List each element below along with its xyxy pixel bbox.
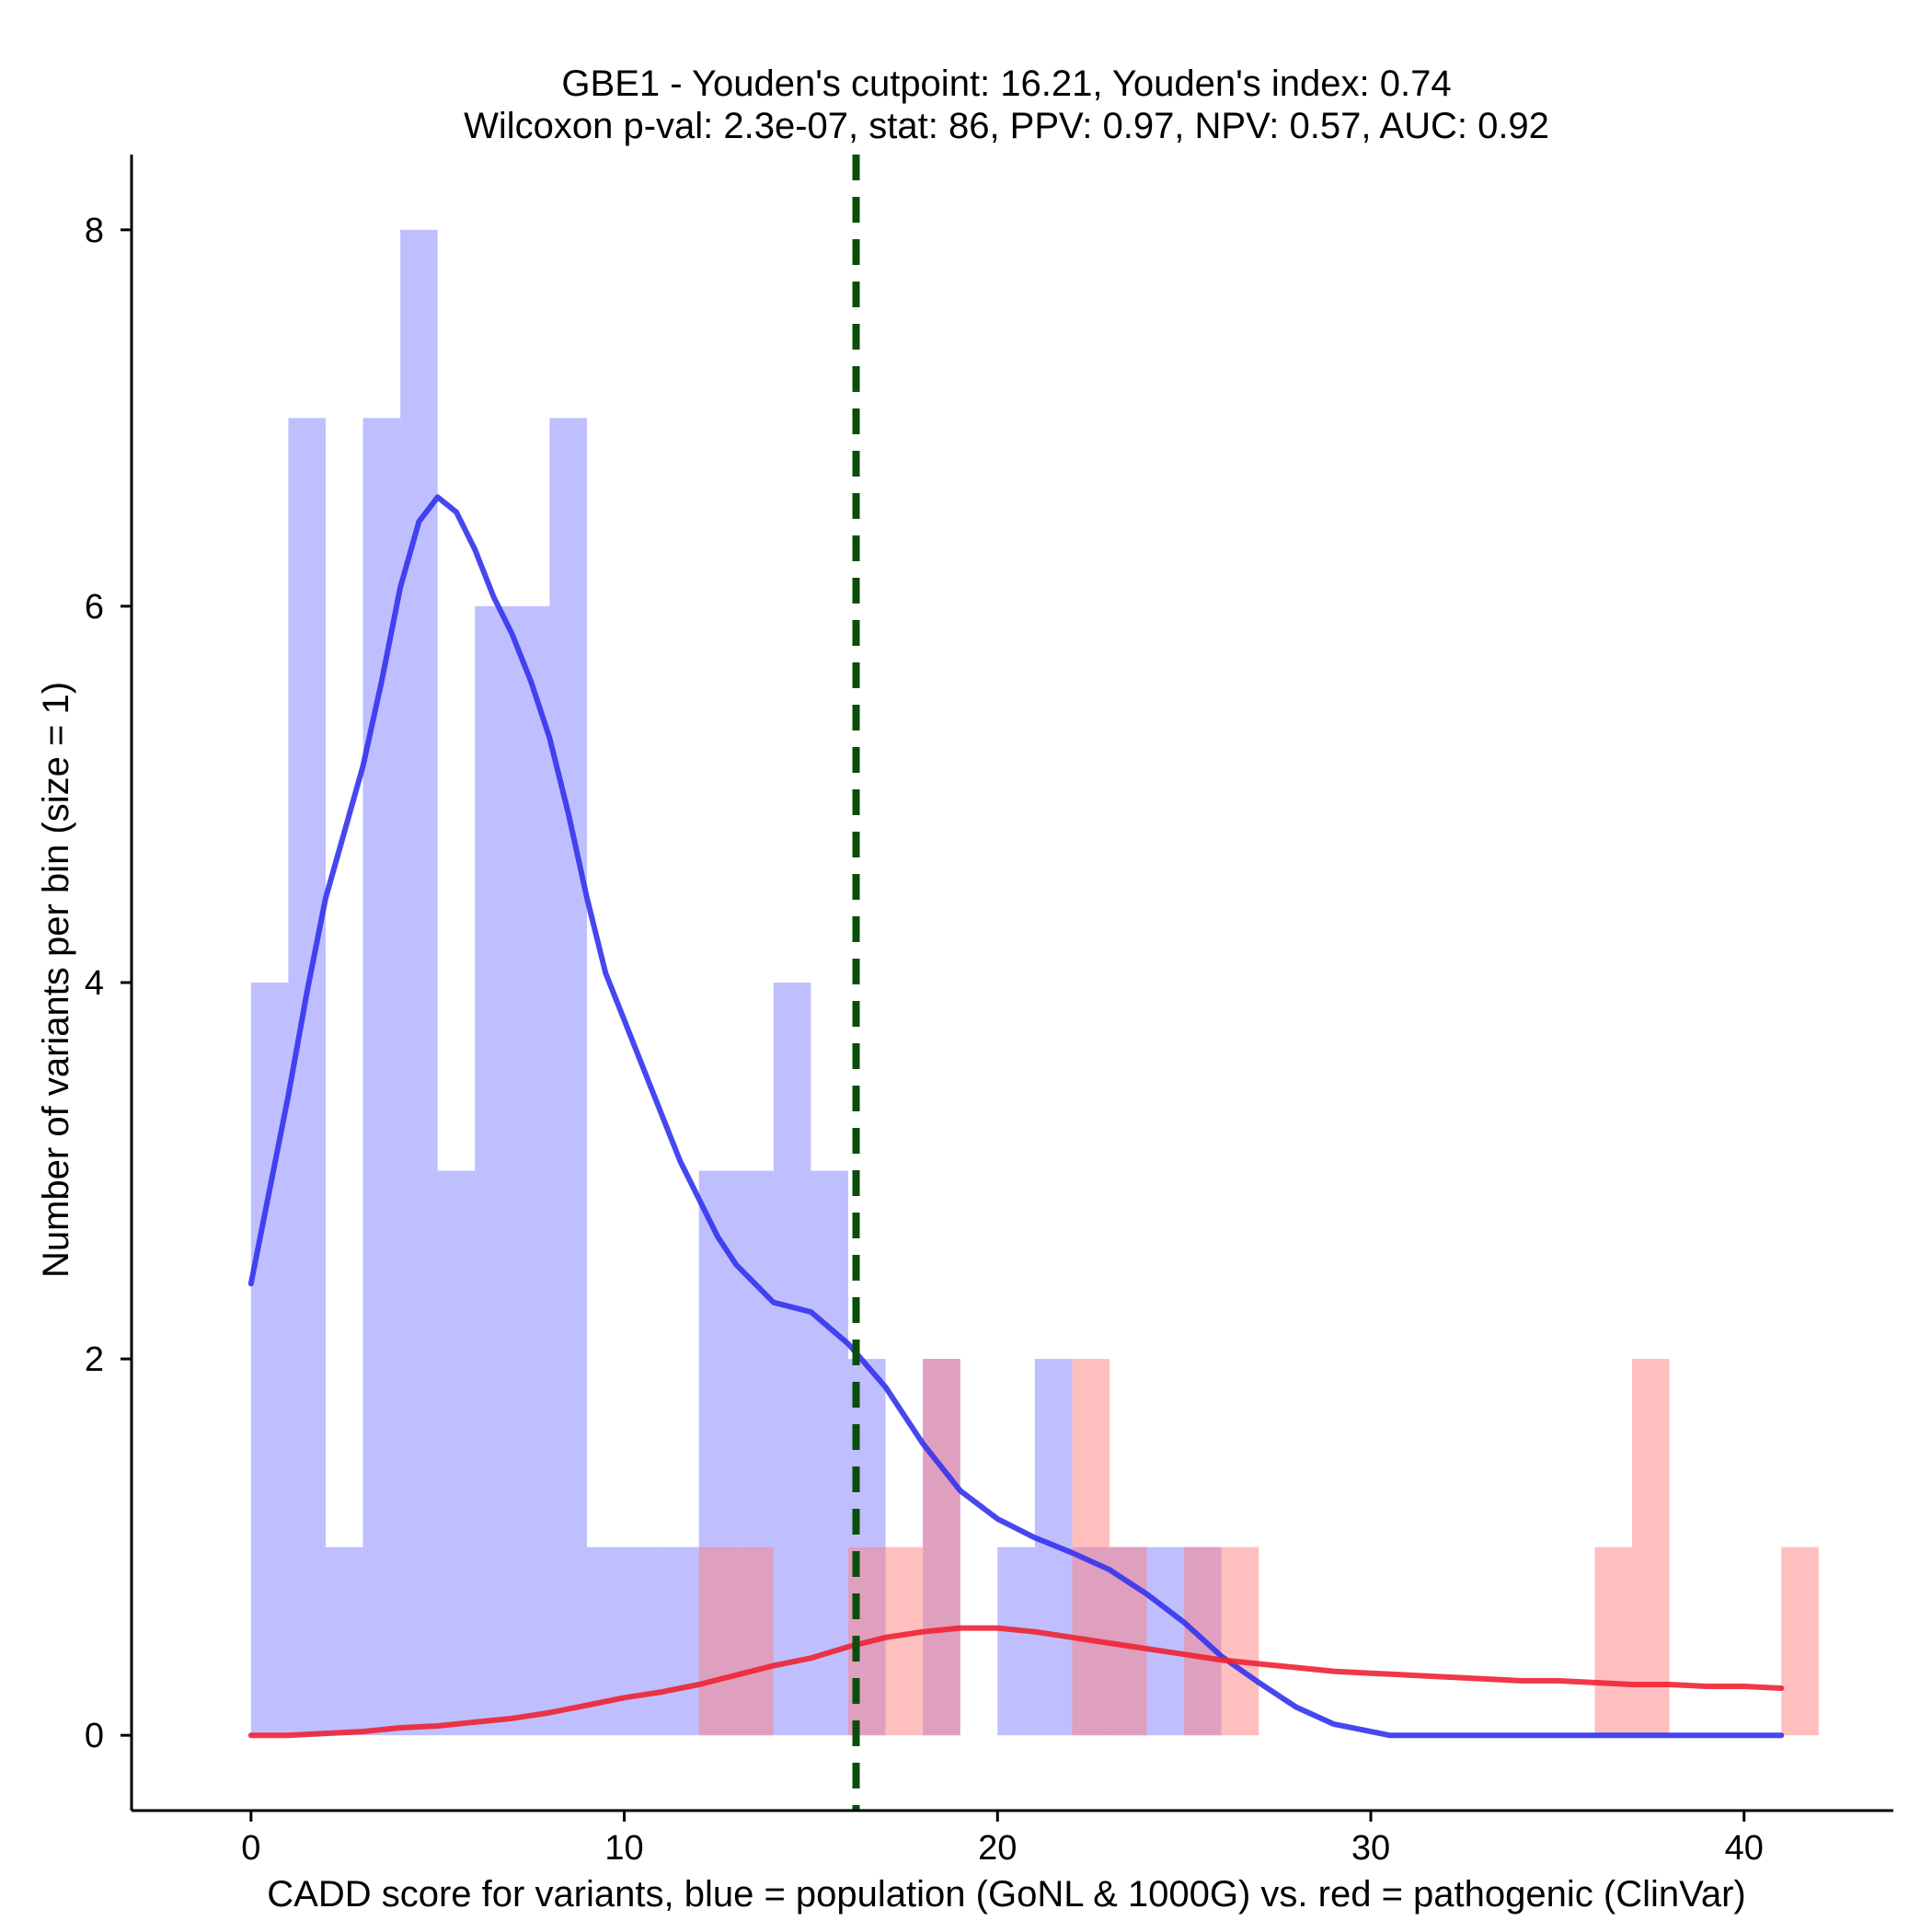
pathogenic-bar [1594, 1547, 1632, 1736]
population-bar [1146, 1547, 1185, 1736]
pathogenic-bar [698, 1547, 737, 1736]
pathogenic-density-line [247, 1625, 1785, 1739]
x-tick-label: 30 [1351, 1829, 1390, 1868]
y-tick-label: 6 [85, 588, 104, 627]
population-bar [512, 605, 550, 1736]
y-tick-label: 2 [85, 1340, 104, 1379]
density-lines [247, 494, 1785, 1739]
y-tick-label: 0 [85, 1717, 104, 1755]
population-density-line [247, 494, 1785, 1739]
pathogenic-bar [885, 1547, 924, 1736]
population-bar [997, 1547, 1035, 1736]
chart-title-line-2: Wilcoxon p-val: 2.3e-07, stat: 86, PPV: … [464, 106, 1549, 146]
x-tick-label: 20 [978, 1829, 1017, 1868]
population-bar [773, 983, 811, 1736]
y-tick-label: 8 [85, 212, 104, 250]
pathogenic-bar [923, 1359, 960, 1736]
population-bar [250, 983, 289, 1736]
population-bar [586, 1547, 625, 1736]
pathogenic-bar [1109, 1547, 1147, 1736]
population-bar [400, 229, 438, 1736]
x-axis-ticks: 0 10 20 30 40 [241, 1811, 1764, 1868]
population-bar [288, 418, 326, 1736]
pathogenic-bars [698, 1359, 1819, 1736]
y-axis-ticks: 0 2 4 6 8 [85, 212, 132, 1755]
population-bar [661, 1547, 699, 1736]
x-tick-label: 0 [241, 1829, 260, 1868]
pathogenic-bar [1072, 1359, 1110, 1736]
y-axis-label: Number of variants per bin (size = 1) [36, 682, 76, 1278]
pathogenic-bar [736, 1547, 774, 1736]
x-tick-label: 10 [604, 1829, 643, 1868]
pathogenic-bar [1221, 1547, 1259, 1736]
population-bar [362, 418, 401, 1736]
y-tick-label: 4 [85, 964, 104, 1003]
population-bar [325, 1547, 363, 1736]
chart-title-line-1: GBE1 - Youden's cutpoint: 16.21, Youden'… [561, 63, 1451, 104]
population-bar [549, 418, 587, 1736]
population-bar [811, 1170, 848, 1736]
pathogenic-bar [1781, 1547, 1819, 1736]
x-axis-label: CADD score for variants, blue = populati… [267, 1874, 1745, 1915]
population-bar [437, 1170, 476, 1736]
x-tick-label: 40 [1725, 1829, 1764, 1868]
population-bar [475, 605, 512, 1736]
population-bar [624, 1547, 662, 1736]
pathogenic-bar [1631, 1359, 1670, 1736]
